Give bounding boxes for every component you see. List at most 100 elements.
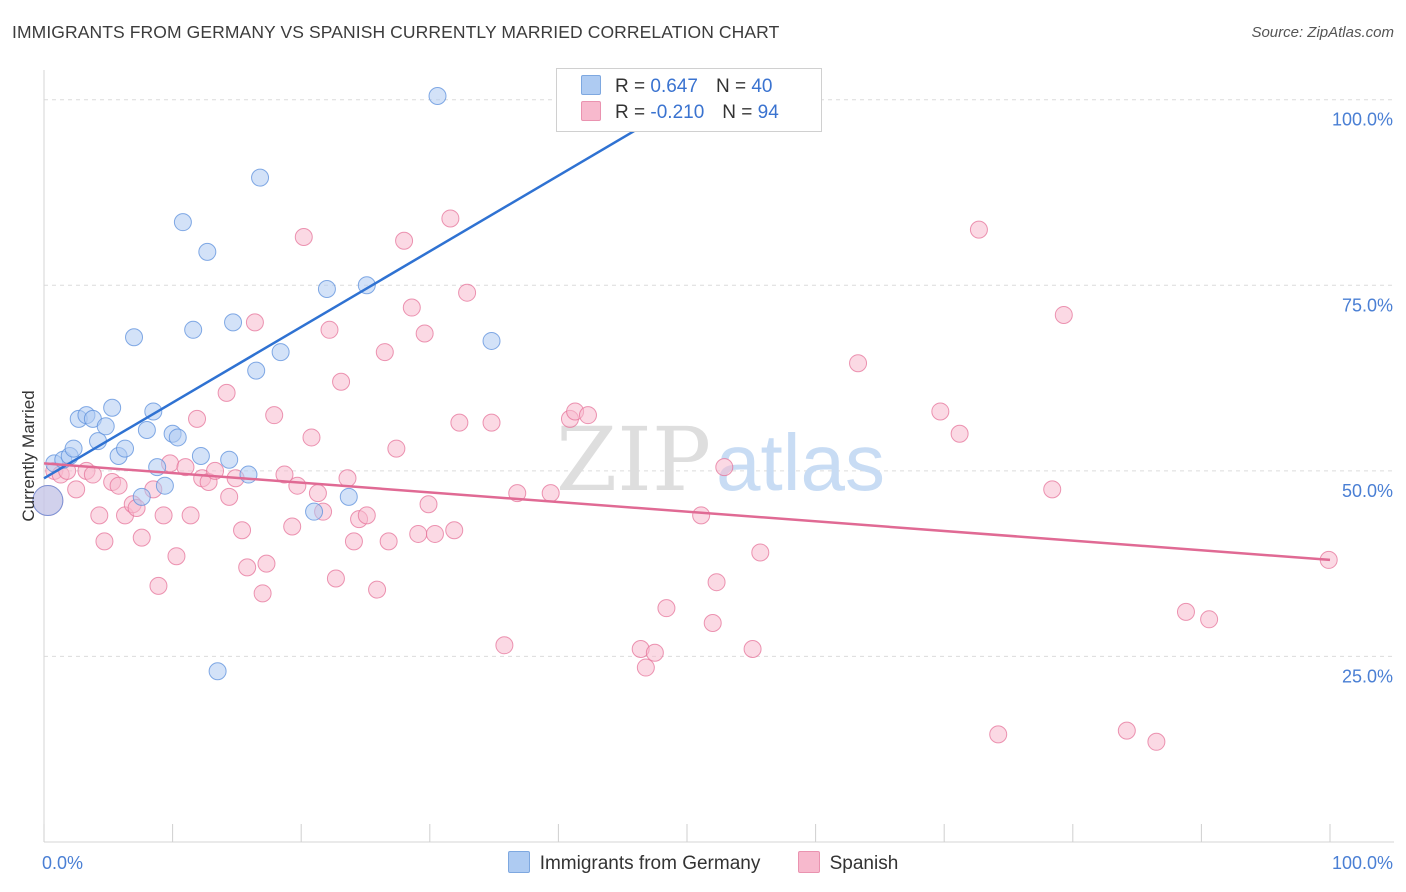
spanish-point bbox=[275, 465, 294, 484]
germany-point bbox=[317, 279, 336, 298]
germany-point bbox=[116, 439, 135, 458]
germany-point bbox=[247, 361, 266, 380]
spanish-point bbox=[751, 543, 770, 562]
spanish-point bbox=[326, 569, 345, 588]
x-axis-tick-labels: 0.0% 100.0% bbox=[42, 853, 1393, 873]
germany-point bbox=[428, 86, 447, 105]
germany-point bbox=[132, 487, 151, 506]
spanish-point bbox=[402, 298, 421, 317]
spanish-point bbox=[1054, 305, 1073, 324]
legend-label-germany: Immigrants from Germany bbox=[539, 853, 761, 874]
spanish-point bbox=[257, 554, 276, 573]
legend-item-germany[interactable]: Immigrants from Germany bbox=[507, 851, 761, 875]
x-tick-label: 0.0% bbox=[42, 853, 83, 873]
spanish-point bbox=[636, 658, 655, 677]
spanish-point bbox=[578, 406, 597, 425]
spanish-point bbox=[265, 406, 284, 425]
spanish-point bbox=[294, 228, 313, 247]
legend-n-value: 40 bbox=[751, 76, 773, 97]
germany-point bbox=[198, 242, 217, 261]
germany-point bbox=[137, 421, 156, 440]
germany-point bbox=[482, 331, 501, 350]
spanish-point bbox=[90, 506, 109, 525]
spanish-point bbox=[1147, 732, 1166, 751]
legend-n-label: N = bbox=[722, 102, 753, 123]
spanish-point bbox=[743, 640, 762, 658]
legend-item-spanish[interactable]: Spanish bbox=[797, 851, 898, 875]
spanish-point bbox=[425, 524, 444, 543]
germany-point bbox=[339, 487, 358, 506]
y-axis-tick-labels: 25.0% 50.0% 75.0% 100.0% bbox=[1332, 110, 1393, 687]
germany-point bbox=[96, 417, 115, 436]
spanish-point bbox=[989, 725, 1008, 744]
trend-lines bbox=[43, 83, 1331, 562]
legend-r-label: R = bbox=[615, 76, 646, 97]
germany-point bbox=[251, 168, 270, 187]
spanish-point bbox=[419, 495, 438, 514]
spanish-point bbox=[288, 476, 307, 495]
germany-point bbox=[32, 485, 64, 517]
legend-r-label: R = bbox=[615, 102, 646, 123]
watermark: ZIP atlas bbox=[556, 408, 885, 511]
spanish-point bbox=[132, 528, 151, 547]
spanish-point bbox=[67, 480, 86, 499]
spanish-point bbox=[154, 506, 173, 525]
spanish-point bbox=[217, 383, 236, 402]
spanish-point bbox=[849, 354, 868, 373]
spanish-point bbox=[338, 469, 357, 488]
correlation-legend: R = 0.647 N = 40 R = -0.210 N = 94 bbox=[556, 68, 822, 132]
spanish-point bbox=[167, 547, 186, 566]
germany-point bbox=[208, 662, 227, 681]
x-axis-ticks bbox=[43, 824, 1331, 842]
spanish-point bbox=[645, 643, 664, 662]
legend-row-germany: R = 0.647 N = 40 bbox=[581, 75, 772, 101]
legend-row-spanish: R = -0.210 N = 94 bbox=[581, 101, 779, 127]
germany-point bbox=[191, 447, 210, 465]
spanish-point bbox=[415, 324, 434, 343]
spanish-point bbox=[541, 484, 560, 503]
spanish-point bbox=[253, 584, 272, 603]
chart-title: IMMIGRANTS FROM GERMANY VS SPANISH CURRE… bbox=[12, 22, 780, 42]
spanish-point bbox=[302, 428, 321, 447]
spanish-point bbox=[450, 413, 469, 432]
legend-swatch-spanish bbox=[581, 101, 601, 121]
spanish-point bbox=[692, 506, 711, 525]
x-tick-label: 100.0% bbox=[1332, 853, 1393, 873]
spanish-point bbox=[332, 372, 351, 391]
spanish-point bbox=[495, 636, 514, 655]
spanish-point bbox=[245, 313, 264, 332]
germany-point bbox=[305, 502, 324, 521]
spanish-point bbox=[357, 506, 376, 525]
spanish-point bbox=[441, 209, 460, 228]
germany-point bbox=[155, 476, 174, 495]
legend-n-label: N = bbox=[715, 76, 747, 97]
chart-source: Source: ZipAtlas.com bbox=[1251, 24, 1394, 41]
legend-swatch-germany bbox=[507, 851, 530, 873]
spanish-point bbox=[375, 343, 394, 362]
germany-point bbox=[239, 465, 258, 484]
spanish-point bbox=[482, 413, 501, 432]
spanish-point bbox=[238, 558, 257, 577]
spanish-point bbox=[387, 439, 406, 458]
spanish-point bbox=[445, 521, 464, 540]
germany-point bbox=[173, 213, 192, 232]
legend-r-value: -0.210 bbox=[650, 102, 705, 123]
germany-point bbox=[125, 328, 144, 347]
germany-point bbox=[103, 398, 122, 417]
spanish-point bbox=[379, 532, 398, 551]
spanish-point bbox=[458, 283, 477, 302]
spanish-point bbox=[176, 458, 195, 477]
spanish-point bbox=[220, 487, 239, 506]
germany-point bbox=[64, 439, 83, 458]
y-tick-label: 100.0% bbox=[1332, 110, 1393, 130]
germany-point bbox=[168, 428, 187, 447]
spanish-point bbox=[283, 517, 302, 536]
spanish-point bbox=[969, 220, 988, 239]
spanish-point bbox=[931, 402, 950, 421]
spanish-point bbox=[320, 320, 339, 339]
spanish-point bbox=[703, 614, 722, 633]
spanish-point bbox=[1200, 610, 1219, 629]
spanish-point bbox=[149, 576, 168, 595]
series-legend: Immigrants from Germany Spanish bbox=[0, 851, 1406, 875]
